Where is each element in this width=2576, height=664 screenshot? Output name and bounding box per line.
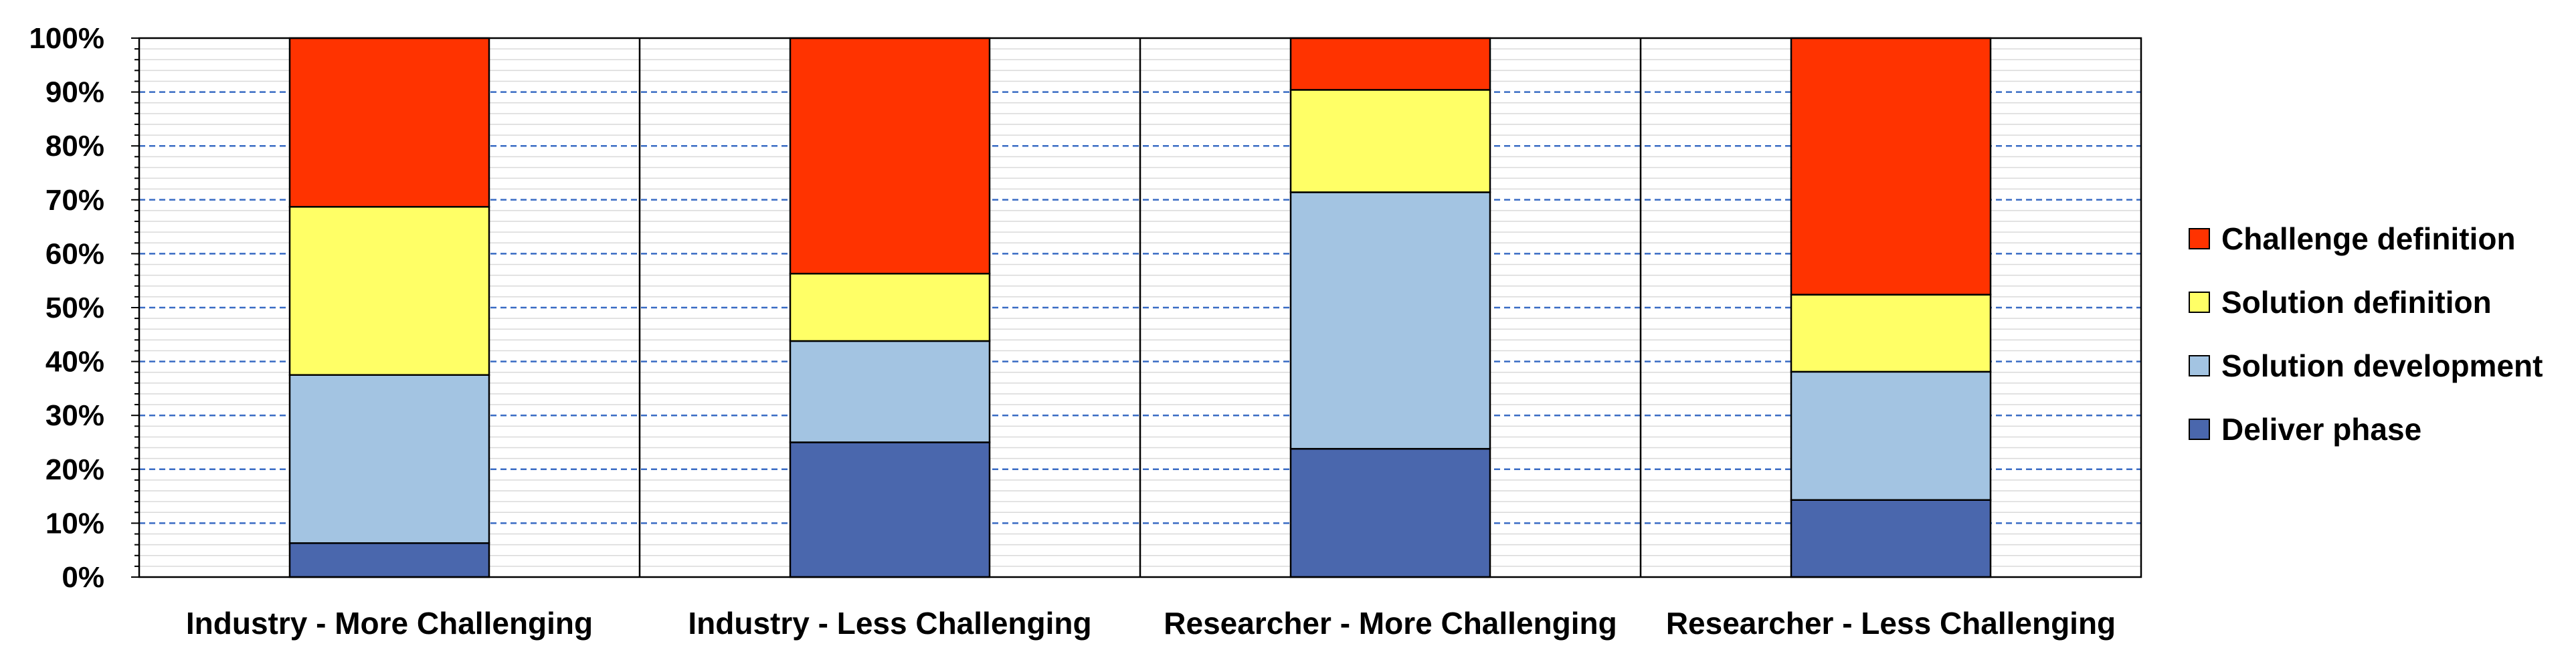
axes xyxy=(131,37,2142,578)
y-tick-label: 30% xyxy=(45,399,104,432)
y-tick-label: 10% xyxy=(45,507,104,540)
y-tick-label: 50% xyxy=(45,292,104,324)
legend-label: Solution definition xyxy=(2221,285,2492,320)
x-category-label: Industry - More Challenging xyxy=(186,606,593,641)
y-tick-label: 80% xyxy=(45,130,104,162)
bar-segment-challenge-definition xyxy=(789,37,991,275)
y-tick-label: 100% xyxy=(29,22,104,55)
legend-label: Deliver phase xyxy=(2221,412,2421,447)
legend: Challenge definition Solution definition S… xyxy=(2189,221,2543,447)
bars xyxy=(288,37,1992,578)
bar-segment-deliver-phase xyxy=(1289,447,1491,578)
y-tick-label: 20% xyxy=(45,453,104,486)
legend-swatch xyxy=(2189,228,2210,249)
bar-segment-solution-definition xyxy=(288,206,490,376)
x-category-label: Researcher - More Challenging xyxy=(1164,606,1617,641)
x-category-label: Researcher - Less Challenging xyxy=(1666,606,2116,641)
bar-segment-challenge-definition xyxy=(1790,37,1992,296)
legend-swatch xyxy=(2189,355,2210,376)
y-tick-label: 70% xyxy=(45,184,104,217)
bar-segment-solution-development xyxy=(288,374,490,544)
bar-segment-solution-development xyxy=(1790,370,1992,501)
bar-segment-solution-definition xyxy=(789,272,991,342)
legend-swatch xyxy=(2189,419,2210,440)
x-category-label: Industry - Less Challenging xyxy=(688,606,1091,641)
x-category-labels: Industry - More Challenging Industry - Le… xyxy=(186,606,2116,641)
bar-segment-solution-definition xyxy=(1289,89,1491,193)
y-tick-label: 60% xyxy=(45,237,104,270)
legend-label: Challenge definition xyxy=(2221,221,2516,256)
legend-swatch xyxy=(2189,292,2210,313)
y-tick-label: 0% xyxy=(62,561,104,594)
bar-segment-solution-definition xyxy=(1790,294,1992,373)
bar-segment-solution-development xyxy=(789,340,991,443)
y-tick-labels: 0% 10% 20% 30% 40% 50% 60% 70% 80% 90% 100% xyxy=(29,22,104,594)
y-tick-label: 90% xyxy=(45,76,104,109)
bar-segment-deliver-phase xyxy=(789,441,991,578)
bar-segment-solution-development xyxy=(1289,191,1491,450)
bar-segment-deliver-phase xyxy=(1790,499,1992,578)
legend-label: Solution development xyxy=(2221,348,2543,383)
bar-segment-challenge-definition xyxy=(288,37,490,208)
bar-segment-challenge-definition xyxy=(1289,37,1491,91)
y-tick-label: 40% xyxy=(45,346,104,378)
bar-segment-deliver-phase xyxy=(288,542,490,578)
